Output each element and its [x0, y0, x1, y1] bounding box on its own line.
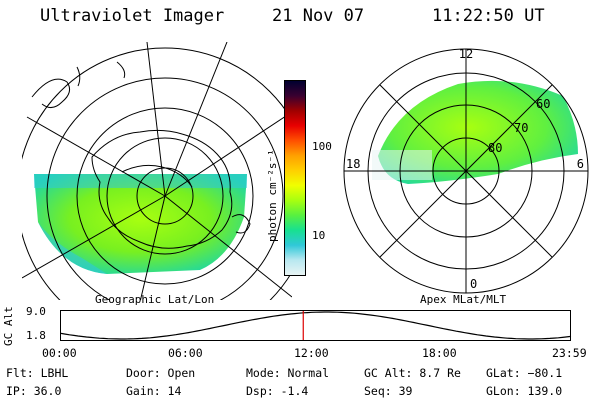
- colorbar-gradient: [285, 81, 305, 275]
- mlt-label-6: 6: [577, 157, 584, 171]
- coast-outline: [76, 66, 81, 87]
- mlt-label-18: 18: [346, 157, 360, 171]
- meridian-line: [164, 42, 228, 197]
- instrument-title: Ultraviolet Imager: [40, 6, 225, 26]
- meridian-line: [164, 195, 292, 298]
- apex-map: 12 18 6 0 60 70 80: [343, 47, 589, 294]
- status-glon: GLon: 139.0: [486, 384, 563, 398]
- coast-outline: [231, 214, 251, 234]
- colorbar-tick-10: 10: [312, 229, 326, 242]
- mlat-label-60: 60: [536, 97, 550, 111]
- meridian-line: [26, 116, 166, 197]
- time-tick-1800: 18:00: [422, 346, 457, 360]
- aurora-image: [34, 174, 247, 274]
- meridian-line: [22, 195, 166, 279]
- mlt-diagonal: [379, 84, 553, 258]
- mlat-label-70: 70: [514, 121, 528, 135]
- altitude-max-label: 9.0: [26, 305, 46, 318]
- time-tick-0600: 06:00: [168, 346, 203, 360]
- antarctica-outline: [91, 129, 233, 249]
- image-edge-band: [34, 174, 247, 188]
- lat-circle: [46, 77, 284, 300]
- status-mode: Mode: Normal: [246, 366, 330, 380]
- status-gc-alt: GC Alt: 8.7 Re: [364, 366, 461, 380]
- meridian-line: [139, 195, 166, 300]
- colorbar: [284, 80, 306, 276]
- altitude-min-label: 1.8: [26, 329, 46, 342]
- status-dsp: Dsp: -1.4: [246, 384, 309, 398]
- date-label: 21 Nov 07: [272, 6, 365, 26]
- status-ip: IP: 36.0: [6, 384, 62, 398]
- meridian-line: [164, 111, 292, 197]
- lat-circle: [22, 47, 292, 300]
- status-glat: GLat: −80.1: [486, 366, 563, 380]
- colorbar-unit-label: photon cm⁻²s⁻¹: [266, 149, 279, 242]
- status-door: Door: Open: [126, 366, 196, 380]
- ice-shelf-outline: [121, 164, 193, 188]
- altitude-curve: [60, 311, 572, 340]
- time-label: 11:22:50 UT: [432, 6, 545, 26]
- colorbar-tick-100: 100: [312, 140, 332, 153]
- apex-map-caption: Apex MLat/MLT: [420, 293, 507, 306]
- lat-circle: [76, 107, 254, 285]
- time-tick-2359: 23:59: [552, 346, 587, 360]
- lat-circle: [106, 137, 224, 255]
- meridian-line: [146, 42, 166, 197]
- status-filter: Flt: LBHL: [6, 366, 69, 380]
- mlat-label-80: 80: [488, 141, 502, 155]
- mlt-label-12: 12: [459, 47, 473, 61]
- altitude-axis-label: GC Alt: [2, 306, 15, 346]
- coast-outline: [116, 61, 126, 79]
- status-gain: Gain: 14: [126, 384, 182, 398]
- coast-outline: [31, 78, 71, 108]
- time-tick-0000: 00:00: [42, 346, 77, 360]
- geo-map-caption: Geographic Lat/Lon: [95, 293, 215, 306]
- mlt-label-0: 0: [470, 277, 477, 291]
- geographic-map: [22, 42, 292, 300]
- time-tick-1200: 12:00: [294, 346, 329, 360]
- status-seq: Seq: 39: [364, 384, 413, 398]
- altitude-plot-frame: [60, 310, 571, 341]
- altitude-plot: [60, 310, 572, 341]
